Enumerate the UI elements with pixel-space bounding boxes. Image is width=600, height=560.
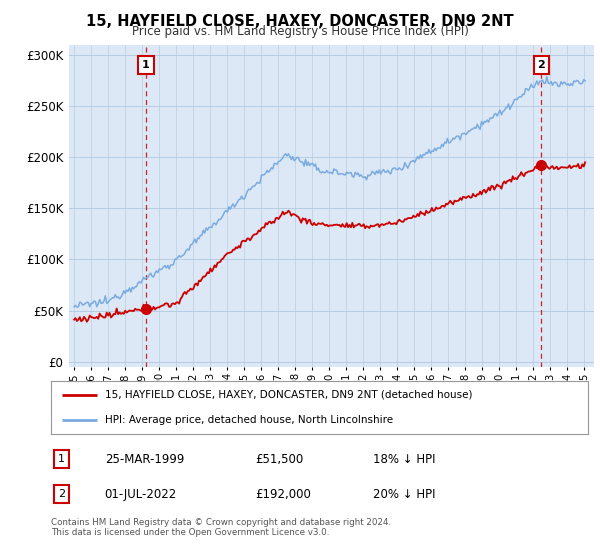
Text: 2: 2 bbox=[538, 60, 545, 70]
Text: Price paid vs. HM Land Registry's House Price Index (HPI): Price paid vs. HM Land Registry's House … bbox=[131, 25, 469, 38]
Text: Contains HM Land Registry data © Crown copyright and database right 2024.
This d: Contains HM Land Registry data © Crown c… bbox=[51, 518, 391, 538]
Text: 25-MAR-1999: 25-MAR-1999 bbox=[105, 452, 184, 466]
Text: 01-JUL-2022: 01-JUL-2022 bbox=[105, 488, 177, 501]
Text: 20% ↓ HPI: 20% ↓ HPI bbox=[373, 488, 436, 501]
Text: 1: 1 bbox=[142, 60, 149, 70]
Text: 2: 2 bbox=[58, 489, 65, 499]
Text: 1: 1 bbox=[58, 454, 65, 464]
Text: 15, HAYFIELD CLOSE, HAXEY, DONCASTER, DN9 2NT: 15, HAYFIELD CLOSE, HAXEY, DONCASTER, DN… bbox=[86, 14, 514, 29]
Text: 15, HAYFIELD CLOSE, HAXEY, DONCASTER, DN9 2NT (detached house): 15, HAYFIELD CLOSE, HAXEY, DONCASTER, DN… bbox=[105, 390, 472, 400]
Text: HPI: Average price, detached house, North Lincolnshire: HPI: Average price, detached house, Nort… bbox=[105, 415, 393, 425]
Text: £51,500: £51,500 bbox=[255, 452, 304, 466]
Text: £192,000: £192,000 bbox=[255, 488, 311, 501]
Text: 18% ↓ HPI: 18% ↓ HPI bbox=[373, 452, 436, 466]
